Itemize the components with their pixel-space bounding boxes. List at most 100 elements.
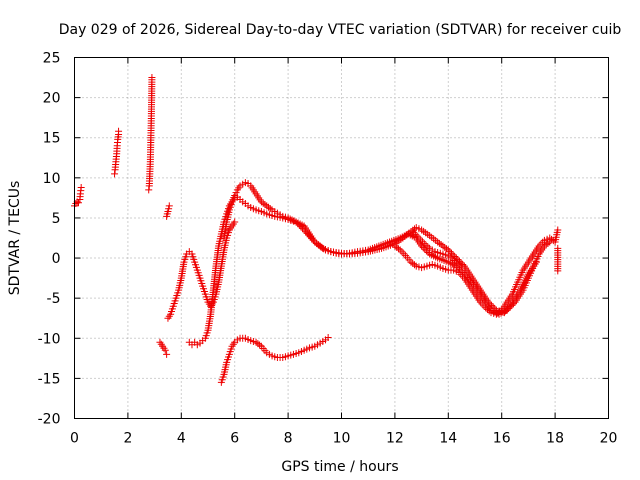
data-point	[434, 238, 442, 246]
data-point	[447, 253, 455, 261]
x-tick-label: 14	[439, 431, 457, 447]
data-point	[292, 218, 300, 226]
y-tick-label: 20	[43, 91, 61, 107]
x-axis-label: GPS time / hours	[281, 459, 398, 475]
data-point	[305, 231, 313, 239]
data-point	[299, 224, 307, 232]
data-point	[165, 202, 173, 210]
data-point	[435, 239, 443, 247]
data-point	[458, 262, 466, 270]
data-point	[494, 309, 502, 317]
data-point	[161, 346, 169, 354]
data-point	[482, 304, 490, 312]
y-tick-label: 15	[43, 131, 61, 147]
data-point	[437, 241, 445, 249]
series-arc-d	[163, 202, 173, 220]
data-point	[259, 199, 267, 207]
data-point	[308, 235, 316, 243]
y-tick-label: -15	[38, 371, 61, 387]
series-arc-i	[391, 226, 562, 318]
data-point	[294, 220, 302, 228]
y-tick-label: -5	[47, 291, 61, 307]
data-point	[306, 233, 314, 241]
data-point	[485, 307, 493, 315]
data-point	[256, 341, 264, 349]
x-tick-label: 6	[230, 431, 239, 447]
data-point	[409, 259, 417, 267]
data-point	[544, 239, 552, 247]
x-tick-label: 2	[123, 431, 132, 447]
data-point	[252, 338, 260, 346]
data-point	[449, 255, 457, 263]
data-point	[489, 303, 497, 311]
data-point	[302, 228, 310, 236]
data-point	[257, 198, 265, 206]
data-point	[231, 218, 239, 226]
data-point	[400, 250, 408, 258]
data-point	[451, 256, 459, 264]
data-point	[393, 243, 401, 251]
series-arc-k	[217, 333, 332, 386]
data-point	[554, 267, 562, 275]
x-tick-label: 4	[177, 431, 186, 447]
data-point	[484, 298, 492, 306]
y-tick-label: 25	[43, 51, 61, 67]
series-arc-g	[185, 193, 554, 349]
data-point	[492, 310, 500, 318]
data-point	[496, 308, 504, 316]
data-points	[71, 74, 562, 386]
x-tick-label: 10	[333, 431, 351, 447]
series-arc-j	[410, 228, 466, 270]
series-arc-c	[145, 74, 156, 194]
data-point	[486, 300, 494, 308]
data-point	[441, 243, 449, 251]
data-point	[488, 301, 496, 309]
grid-lines	[74, 57, 609, 419]
data-point	[309, 236, 317, 244]
data-point	[266, 205, 274, 213]
series-arc-b	[111, 127, 123, 178]
data-point	[265, 203, 273, 211]
data-point	[163, 350, 171, 358]
data-point	[554, 226, 562, 234]
series-arc-e	[156, 338, 171, 358]
y-tick-label: 10	[43, 171, 61, 187]
series-arc-f	[164, 218, 239, 322]
data-point	[324, 333, 332, 341]
data-point	[542, 241, 550, 249]
data-point	[303, 229, 311, 237]
x-tick-label: 12	[386, 431, 404, 447]
y-tick-label: 5	[52, 211, 61, 227]
data-point	[77, 183, 85, 191]
data-point	[452, 258, 460, 266]
data-point	[391, 242, 399, 250]
data-point	[263, 202, 271, 210]
data-point	[261, 201, 269, 209]
y-axis-label: SDTVAR / TECUs	[7, 181, 23, 296]
data-point	[491, 305, 499, 313]
data-point	[115, 127, 123, 135]
data-point	[424, 243, 432, 251]
x-tick-label: 16	[493, 431, 511, 447]
y-tick-label: 0	[52, 251, 61, 267]
data-point	[295, 221, 303, 229]
x-tick-label: 0	[70, 431, 79, 447]
data-point	[398, 248, 406, 256]
data-point	[444, 246, 452, 254]
data-point	[300, 226, 308, 234]
data-point	[420, 240, 428, 248]
chart-title: Day 029 of 2026, Sidereal Day-to-day VTE…	[59, 22, 622, 38]
data-point	[148, 74, 156, 82]
data-point	[297, 223, 305, 231]
plot-frame	[74, 57, 609, 419]
y-tick-label: -20	[38, 412, 61, 428]
data-point	[457, 259, 465, 267]
data-point	[483, 305, 491, 313]
series-arc-a	[71, 183, 85, 210]
tick-labels: 0 2 4 6 8 10 12 14 16 18 20 -20 -15 -10 -5 0 5 10 15 20 25	[38, 51, 618, 447]
x-tick-label: 8	[284, 431, 293, 447]
data-point	[422, 241, 430, 249]
y-tick-label: -10	[38, 331, 61, 347]
data-point	[145, 186, 153, 194]
